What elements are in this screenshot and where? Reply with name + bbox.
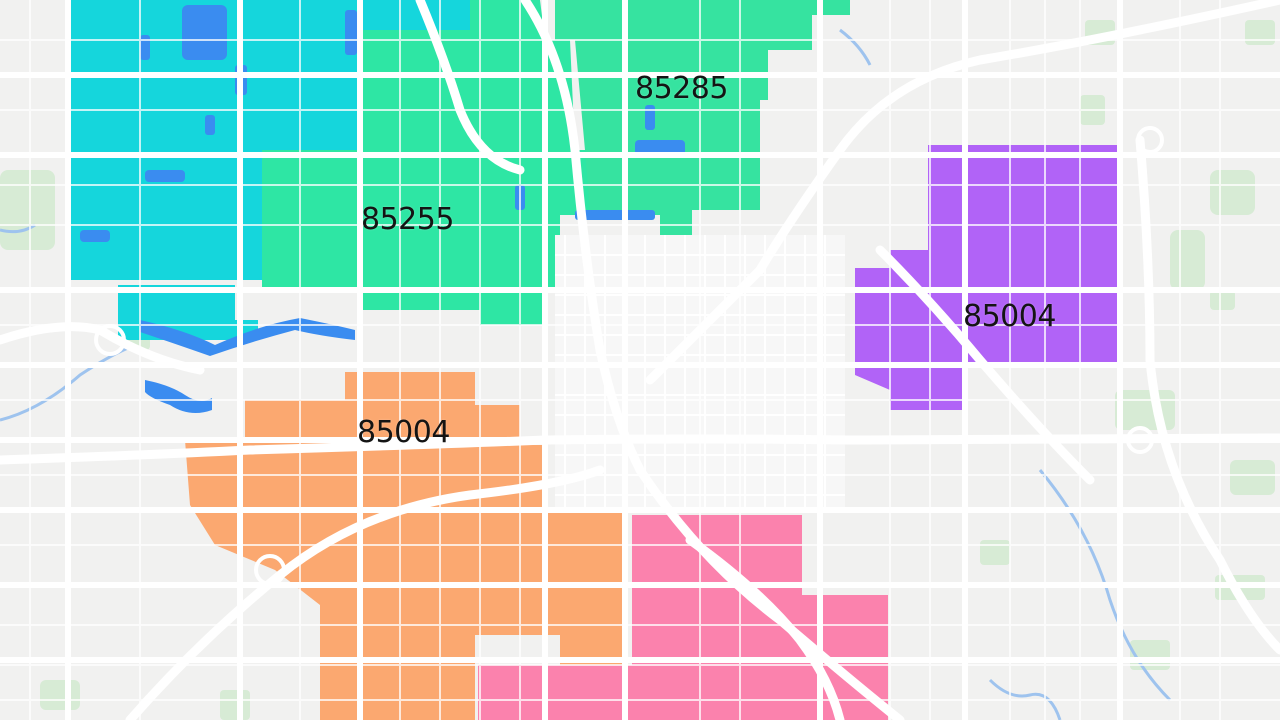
zip-label-85285[interactable]: 85285 <box>635 71 728 106</box>
interchanges <box>94 126 1164 586</box>
zone-green-central-b <box>262 150 360 240</box>
zip-label-85004-southwest[interactable]: 85004 <box>357 415 450 450</box>
zip-label-85004-east[interactable]: 85004 <box>963 299 1056 334</box>
water-features <box>80 5 685 414</box>
zone-pink-south <box>478 515 888 720</box>
zip-zones <box>68 0 1122 720</box>
zone-green-central <box>262 0 590 325</box>
zip-label-85255[interactable]: 85255 <box>361 202 454 237</box>
zone-purple-east <box>855 145 1122 410</box>
zone-green-north <box>555 0 850 240</box>
